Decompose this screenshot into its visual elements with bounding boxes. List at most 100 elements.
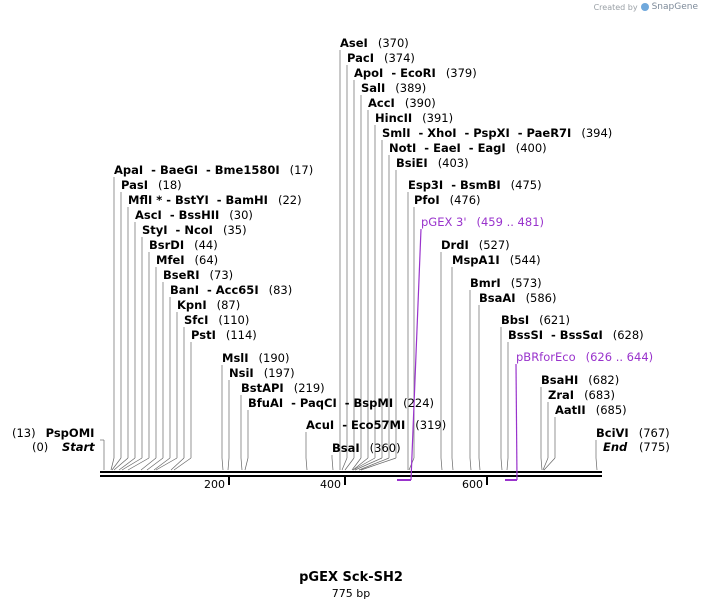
restriction-site-bse[interactable]: BseRI (73) <box>163 268 233 282</box>
site-name: AseI <box>340 36 368 50</box>
restriction-site-bsa[interactable]: BsaI (360) <box>332 441 401 455</box>
restriction-site-apa[interactable]: ApaI - BaeGI - Bme1580I (17) <box>114 163 313 177</box>
site-position: (319) <box>415 418 447 432</box>
restriction-site-acu[interactable]: AcuI - Eco57MI (319) <box>306 418 446 432</box>
site-name: BsaI <box>332 441 360 455</box>
site-position: (13) <box>12 426 36 440</box>
restriction-site-aat[interactable]: AatII (685) <box>555 403 627 417</box>
site-name: AcuI - Eco57MI <box>306 418 406 432</box>
restriction-site-acc[interactable]: AccI (390) <box>368 96 436 110</box>
restriction-site-bsie[interactable]: BsiEI (403) <box>396 156 469 170</box>
restriction-site-pst[interactable]: PstI (114) <box>191 328 257 342</box>
site-name: MslI <box>222 351 249 365</box>
end-label: End <box>603 440 628 454</box>
restriction-site-msp[interactable]: MspA1I (544) <box>452 253 541 267</box>
site-position: (114) <box>225 328 257 342</box>
backbone-bottom-strand <box>100 475 602 477</box>
site-position: (30) <box>229 208 253 222</box>
site-name: PacI <box>347 51 374 65</box>
restriction-site-bsaa[interactable]: BsaAI (586) <box>479 291 557 305</box>
restriction-site-bfu[interactable]: BfuAI - PaqCI - BspMI (224) <box>248 396 434 410</box>
site-name: NsiI <box>229 366 254 380</box>
site-position: (400) <box>515 141 547 155</box>
restriction-site-pfo[interactable]: PfoI (476) <box>414 193 481 207</box>
restriction-site-mfe[interactable]: MfeI (64) <box>156 253 218 267</box>
site-name: BbsI <box>501 313 530 327</box>
restriction-site-asc[interactable]: AscI - BssHII (30) <box>135 208 253 222</box>
restriction-site-bsr[interactable]: BsrDI (44) <box>149 238 218 252</box>
site-position: (389) <box>395 81 427 95</box>
feature-range: (626 .. 644) <box>585 350 654 364</box>
site-name: NotI - EaeI - EagI <box>389 141 506 155</box>
restriction-site-pas[interactable]: PasI (18) <box>121 178 182 192</box>
restriction-site-bsss[interactable]: BssSI - BssSαI (628) <box>508 328 644 342</box>
site-name: AccI <box>368 96 395 110</box>
restriction-site-hinc[interactable]: HincII (391) <box>375 111 453 125</box>
site-name: PstI <box>191 328 216 342</box>
restriction-site-mfl[interactable]: MflI * - BstYI - BamHI (22) <box>128 193 302 207</box>
site-name: MspA1I <box>452 253 500 267</box>
restriction-site-sty[interactable]: StyI - NcoI (35) <box>142 223 247 237</box>
site-position: (73) <box>209 268 234 282</box>
restriction-site-kpn[interactable]: KpnI (87) <box>177 298 240 312</box>
restriction-site-bsah[interactable]: BsaHI (682) <box>541 373 619 387</box>
site-name: BseRI <box>163 268 200 282</box>
feature-pgex3[interactable]: pGEX 3' (459 .. 481) <box>421 215 544 229</box>
restriction-site-bci[interactable]: BciVI (767) <box>596 426 670 440</box>
site-position: (586) <box>525 291 557 305</box>
restriction-site-bmr[interactable]: BmrI (573) <box>470 276 542 290</box>
site-name: PfoI <box>414 193 440 207</box>
site-position: (390) <box>404 96 436 110</box>
restriction-site-pac[interactable]: PacI (374) <box>347 51 415 65</box>
restriction-site-sml[interactable]: SmlI - XhoI - PspXI - PaeR7I (394) <box>382 126 612 140</box>
restriction-site-psp[interactable]: (13) PspOMI <box>12 426 94 440</box>
site-position: (224) <box>403 396 435 410</box>
restriction-site-apo[interactable]: ApoI - EcoRI (379) <box>354 66 477 80</box>
site-name: BssSI - BssSαI <box>508 328 603 342</box>
restriction-site-not[interactable]: NotI - EaeI - EagI (400) <box>389 141 547 155</box>
restriction-site-bbs[interactable]: BbsI (621) <box>501 313 570 327</box>
restriction-site-msl[interactable]: MslI (190) <box>222 351 289 365</box>
feature-range: (459 .. 481) <box>476 215 545 229</box>
site-name: MflI * - BstYI - BamHI <box>128 193 268 207</box>
site-name: BsaAI <box>479 291 516 305</box>
restriction-site-esp[interactable]: Esp3I - BsmBI (475) <box>408 178 542 192</box>
site-position: (573) <box>510 276 542 290</box>
site-position: (370) <box>377 36 409 50</box>
feature-pbr[interactable]: pBRforEco (626 .. 644) <box>516 350 653 364</box>
site-name: BsaHI <box>541 373 579 387</box>
restriction-site-bstap[interactable]: BstAPI (219) <box>241 381 325 395</box>
end-marker: End (775) <box>603 440 670 454</box>
site-position: (379) <box>445 66 477 80</box>
map-title: pGEX Sck-SH2 <box>299 570 403 585</box>
site-position: (544) <box>509 253 541 267</box>
site-name: SfcI <box>184 313 209 327</box>
restriction-site-zra[interactable]: ZraI (683) <box>548 388 615 402</box>
restriction-site-sal[interactable]: SalI (389) <box>361 81 426 95</box>
site-position: (621) <box>539 313 571 327</box>
restriction-site-drd[interactable]: DrdI (527) <box>441 238 510 252</box>
restriction-site-ban[interactable]: BanI - Acc65I (83) <box>170 283 292 297</box>
restriction-site-sfc[interactable]: SfcI (110) <box>184 313 249 327</box>
start-position: (0) <box>32 440 49 454</box>
site-name: KpnI <box>177 298 207 312</box>
site-position: (22) <box>277 193 302 207</box>
site-name: BsrDI <box>149 238 185 252</box>
site-position: (18) <box>158 178 182 192</box>
credit-text: Created by <box>593 2 638 12</box>
site-name: SalI <box>361 81 386 95</box>
restriction-site-nsi[interactable]: NsiI (197) <box>229 366 295 380</box>
site-position: (394) <box>581 126 613 140</box>
site-name: BanI - Acc65I <box>170 283 259 297</box>
restriction-site-ase[interactable]: AseI (370) <box>340 36 409 50</box>
site-position: (685) <box>595 403 627 417</box>
site-name: ApaI - BaeGI - Bme1580I <box>114 163 280 177</box>
snapgene-credit: Created by SnapGene <box>594 2 698 12</box>
site-position: (44) <box>194 238 218 252</box>
site-name: PspOMI <box>45 426 95 440</box>
snapgene-logo-icon <box>640 3 649 11</box>
site-position: (64) <box>194 253 219 267</box>
ruler-tick-label: 400 <box>320 478 341 491</box>
site-name: ZraI <box>548 388 575 402</box>
ruler-tick-label: 200 <box>204 478 225 491</box>
